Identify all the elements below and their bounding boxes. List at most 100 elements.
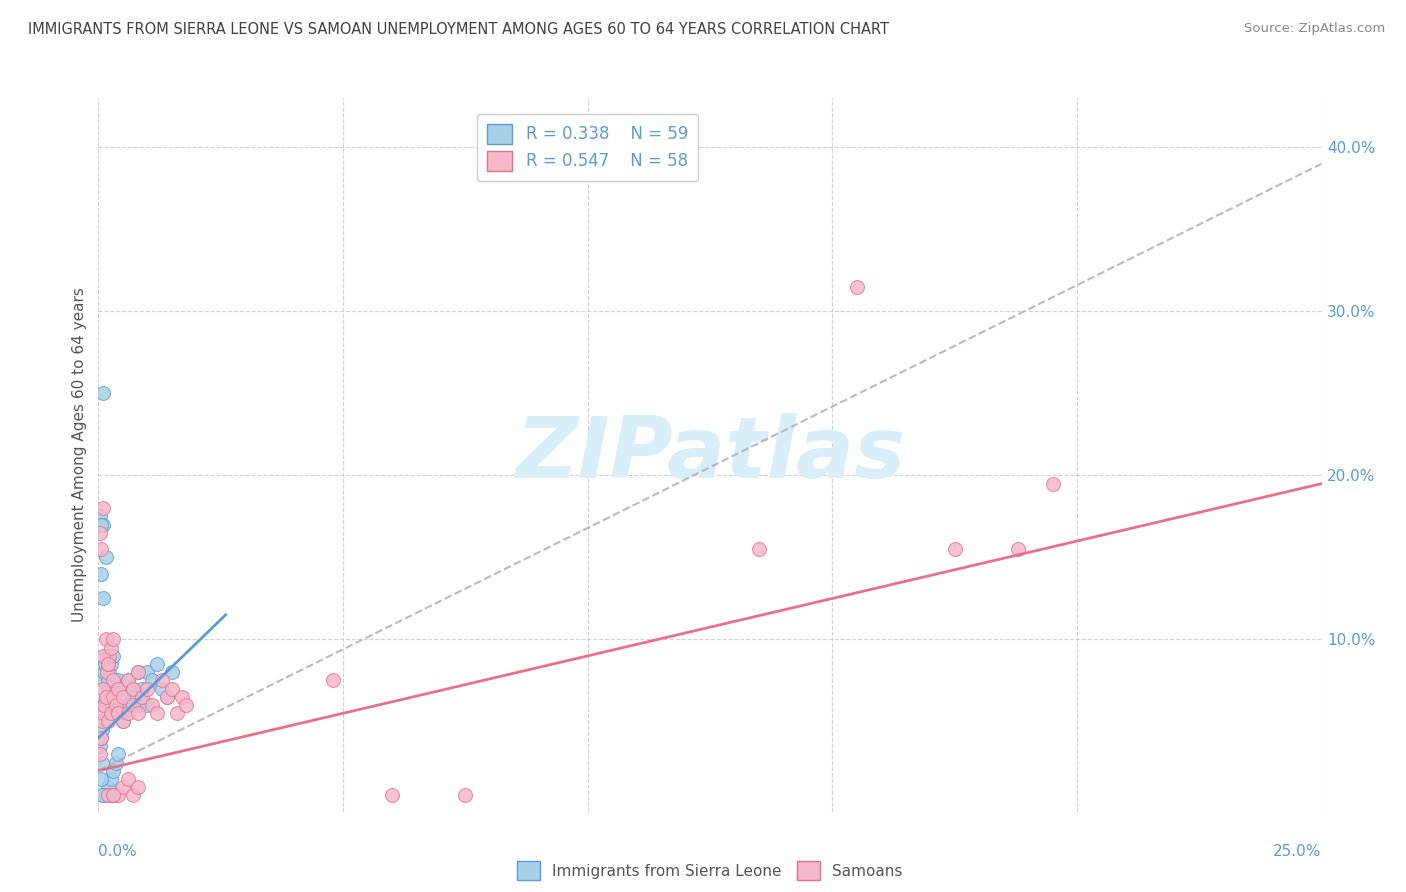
Point [94, 550, 117, 565]
Legend: Immigrants from Sierra Leone, Samoans: Immigrants from Sierra Leone, Samoans [512, 855, 908, 886]
Point [91, 591, 114, 606]
Point [117, 772, 139, 786]
Point [94, 698, 117, 712]
Point [131, 690, 153, 704]
Point [90, 772, 112, 786]
Point [103, 690, 125, 704]
Point [127, 665, 149, 680]
Point [322, 673, 344, 688]
Point [176, 698, 198, 712]
Point [748, 542, 770, 557]
Point [160, 681, 183, 696]
Point [127, 698, 149, 712]
Point [91, 517, 114, 532]
Point [108, 698, 131, 712]
Point [97, 673, 120, 688]
Point [131, 690, 153, 704]
Y-axis label: Unemployment Among Ages 60 to 64 years: Unemployment Among Ages 60 to 64 years [72, 287, 87, 623]
Point [111, 690, 134, 704]
Point [121, 681, 143, 696]
Point [91, 789, 114, 803]
Point [89, 739, 111, 753]
Point [93, 665, 115, 680]
Point [90, 566, 112, 581]
Point [111, 690, 134, 704]
Point [89, 509, 111, 524]
Point [90, 542, 112, 557]
Point [111, 706, 134, 721]
Point [121, 681, 143, 696]
Point [127, 780, 149, 794]
Point [1007, 542, 1029, 557]
Point [97, 789, 120, 803]
Point [91, 673, 114, 688]
Point [170, 690, 193, 704]
Point [97, 780, 120, 794]
Point [117, 673, 139, 688]
Point [91, 723, 114, 737]
Point [100, 706, 122, 721]
Point [381, 789, 404, 803]
Point [94, 648, 117, 663]
Point [454, 789, 477, 803]
Point [91, 681, 114, 696]
Point [94, 632, 117, 647]
Point [98, 665, 121, 680]
Point [96, 665, 118, 680]
Point [94, 657, 117, 671]
Point [136, 665, 159, 680]
Point [117, 698, 139, 712]
Point [121, 789, 143, 803]
Point [107, 747, 129, 762]
Point [100, 657, 122, 671]
Point [141, 698, 163, 712]
Point [127, 665, 149, 680]
Point [101, 764, 124, 778]
Point [136, 681, 159, 696]
Point [90, 517, 112, 532]
Point [117, 706, 139, 721]
Point [104, 756, 127, 770]
Point [166, 706, 188, 721]
Point [131, 681, 153, 696]
Point [107, 673, 129, 688]
Point [100, 706, 122, 721]
Point [98, 648, 121, 663]
Point [104, 681, 127, 696]
Point [101, 698, 124, 712]
Point [90, 731, 112, 745]
Point [97, 789, 120, 803]
Point [156, 690, 179, 704]
Point [1042, 476, 1064, 491]
Point [89, 747, 111, 762]
Text: ZIPatlas: ZIPatlas [515, 413, 905, 497]
Point [100, 640, 122, 655]
Point [101, 690, 124, 704]
Text: Source: ZipAtlas.com: Source: ZipAtlas.com [1244, 22, 1385, 36]
Point [100, 772, 122, 786]
Text: IMMIGRANTS FROM SIERRA LEONE VS SAMOAN UNEMPLOYMENT AMONG AGES 60 TO 64 YEARS CO: IMMIGRANTS FROM SIERRA LEONE VS SAMOAN U… [28, 22, 889, 37]
Point [111, 714, 134, 729]
Point [107, 681, 129, 696]
Point [101, 789, 124, 803]
Text: 25.0%: 25.0% [1274, 844, 1322, 859]
Point [104, 698, 127, 712]
Point [107, 789, 129, 803]
Point [146, 706, 169, 721]
Point [91, 648, 114, 663]
Point [111, 714, 134, 729]
Text: 0.0%: 0.0% [98, 844, 138, 859]
Point [101, 789, 124, 803]
Point [136, 698, 159, 712]
Point [97, 714, 120, 729]
Point [107, 706, 129, 721]
Point [146, 657, 169, 671]
Point [121, 690, 143, 704]
Point [845, 279, 868, 293]
Point [91, 501, 114, 516]
Point [91, 706, 114, 721]
Point [101, 789, 124, 803]
Point [94, 690, 117, 704]
Point [93, 698, 115, 712]
Point [156, 690, 179, 704]
